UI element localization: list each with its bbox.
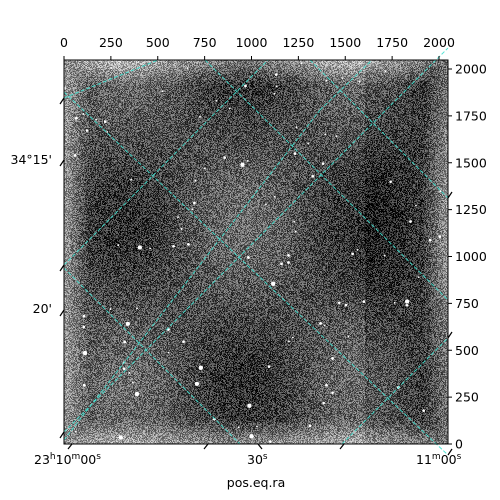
wcs-tick-mark bbox=[67, 443, 73, 450]
grid-line bbox=[63, 59, 159, 99]
right-tick-label: 1250 bbox=[455, 202, 487, 217]
ra-tick-label: 11m00s bbox=[416, 452, 462, 467]
right-tick-label: 250 bbox=[455, 390, 479, 405]
dec-tick-label: 34°15' bbox=[11, 152, 53, 167]
plot-frame bbox=[63, 59, 449, 445]
right-tick-label: 500 bbox=[455, 343, 479, 358]
ra-tick-label: 23h10m00s bbox=[34, 452, 101, 467]
top-tick-label: 2000 bbox=[423, 35, 455, 50]
grid-line bbox=[63, 59, 269, 266]
grid-line bbox=[204, 59, 449, 301]
grid-line bbox=[341, 337, 449, 445]
top-tick-label: 1750 bbox=[376, 35, 408, 50]
grid-line bbox=[309, 59, 449, 199]
grid-line bbox=[63, 109, 321, 441]
sky-image bbox=[64, 60, 448, 444]
wcs-tick-mark bbox=[339, 443, 345, 450]
top-tick-label: 1250 bbox=[282, 35, 314, 50]
right-tick-label: 2000 bbox=[455, 62, 487, 77]
wcs-tick-mark bbox=[59, 159, 65, 167]
top-pixel-axis: 0 250 500 750 1000 1250 1500 1750 2000 bbox=[60, 35, 455, 60]
right-tick-label: 1500 bbox=[455, 155, 487, 170]
top-tick-label: 750 bbox=[193, 35, 217, 50]
top-tick-label: 0 bbox=[60, 35, 68, 50]
ra-tick-label: 30s bbox=[247, 452, 268, 467]
wcs-tick-mark bbox=[203, 443, 209, 450]
wcs-tick-mark bbox=[447, 331, 453, 339]
coordinate-grid bbox=[63, 47, 449, 456]
wcs-tick-mark bbox=[59, 431, 65, 439]
wcs-tick-mark bbox=[59, 309, 65, 317]
dec-tick-label: 20' bbox=[33, 301, 52, 316]
grid-line bbox=[63, 91, 449, 456]
grid-line bbox=[319, 59, 373, 111]
right-tick-label: 1000 bbox=[455, 249, 487, 264]
top-tick-label: 250 bbox=[99, 35, 123, 50]
grid-line bbox=[63, 267, 241, 445]
top-tick-label: 500 bbox=[146, 35, 170, 50]
right-pixel-axis: 0 250 500 750 1000 1250 1500 1750 2000 bbox=[448, 62, 487, 452]
wcs-tick-mark bbox=[447, 448, 453, 456]
wcs-tick-mark bbox=[447, 191, 453, 199]
wcs-tick-mark bbox=[257, 443, 263, 450]
top-tick-label: 1000 bbox=[236, 35, 268, 50]
grid-line bbox=[63, 47, 449, 433]
right-tick-label: 750 bbox=[455, 296, 479, 311]
x-axis-title: pos.eq.ra bbox=[227, 475, 285, 490]
right-tick-label: 1750 bbox=[455, 108, 487, 123]
right-tick-label: 0 bbox=[455, 437, 463, 452]
wcs-tick-mark bbox=[59, 264, 65, 272]
top-tick-label: 1500 bbox=[329, 35, 361, 50]
wcs-tick-mark bbox=[59, 97, 65, 105]
wcs-axes bbox=[59, 97, 453, 456]
